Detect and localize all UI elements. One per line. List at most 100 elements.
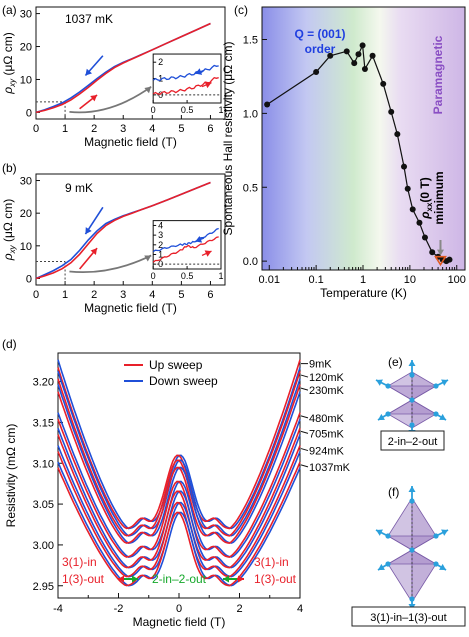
x-tick-label: 1	[62, 123, 68, 135]
up-sweep-curve	[57, 371, 301, 537]
x-axis-label: Magnetic field (T)	[84, 301, 177, 315]
data-point	[359, 42, 366, 49]
spin-arrow-head	[441, 379, 448, 386]
panel-f-caption: 3(1)-in–1(3)-out	[370, 612, 446, 624]
up-sweep-curve	[57, 412, 301, 558]
x-tick-label: 6	[207, 289, 213, 301]
paramagnetic-label: Paramagnetic	[431, 35, 445, 114]
panel-f: (f) 3(1)-in–1(3)-out	[351, 485, 466, 627]
inset-y-tick-label: 2	[158, 240, 163, 250]
x-axis-label: Temperature (K)	[320, 286, 407, 300]
inset-pointer-head	[144, 86, 152, 94]
minimum-label-line2: minimum	[432, 171, 446, 224]
tetrahedra-diagram-e	[375, 360, 449, 436]
data-point	[429, 249, 436, 256]
panel-d-letter: (d)	[2, 337, 17, 351]
data-point	[313, 69, 320, 76]
inset-y-tick-label: 1	[158, 249, 163, 259]
panel-b-temperature: 9 mK	[65, 181, 93, 195]
plot-frame	[35, 173, 226, 286]
panel-f-letter: (f)	[388, 485, 399, 499]
data-point	[446, 256, 453, 263]
minimum-arrow-head	[436, 249, 444, 256]
x-tick-label: 0	[33, 123, 39, 135]
y-tick-label: 0	[26, 107, 32, 119]
data-point	[401, 163, 408, 170]
inset-x-tick-label: 0	[151, 271, 156, 281]
series-line	[266, 43, 450, 262]
annotation-center: 2-in–2-out	[152, 572, 207, 586]
y-tick-label: 3.15	[33, 417, 54, 429]
inset-x-tick-label: 1	[218, 105, 223, 115]
x-tick-label: -4	[53, 603, 63, 615]
y-tick-label: 20	[20, 42, 32, 54]
panel-e-caption-box	[380, 430, 445, 451]
inset-y-tick-label: 0	[158, 90, 163, 100]
panel-c-letter: (c)	[234, 3, 248, 17]
temperature-label: 924mK	[309, 446, 345, 458]
annotation-right-bottom: 1(3)-out	[254, 572, 297, 586]
x-tick-label: 4	[149, 289, 155, 301]
legend-label: Down sweep	[149, 374, 218, 388]
inset-x-tick-label: 0	[151, 105, 156, 115]
inset-series-line	[152, 227, 219, 253]
spin-arrow-head	[408, 486, 416, 492]
y-tick-label: 10	[20, 241, 32, 253]
order-label-line1: Q = (001)	[294, 27, 345, 41]
x-tick-label: 2	[236, 603, 242, 615]
x-tick-label: 0.01	[259, 274, 280, 286]
x-tick-label: 10	[404, 274, 416, 286]
y-tick-label: 3.00	[33, 540, 54, 552]
panel-e-caption: 2-in–2-out	[388, 436, 438, 448]
temperature-leader	[300, 374, 309, 378]
up-sweep-curve	[57, 445, 301, 578]
y-tick-label: 0.5	[243, 182, 258, 194]
arrow-green-right-head	[223, 575, 229, 583]
panel-e: (e) 2-in–2-out	[375, 355, 449, 451]
inset-up-arrow-head	[204, 81, 212, 89]
x-axis-label: Magnetic field (T)	[133, 615, 226, 629]
spin-arrow-head	[376, 529, 383, 536]
x-tick-label: 1	[62, 289, 68, 301]
temperature-leader	[300, 464, 309, 468]
data-point	[394, 131, 401, 138]
up-sweep-curve	[57, 461, 301, 587]
y-tick-label: 30	[20, 9, 32, 21]
panel-b-letter: (b)	[2, 161, 17, 175]
spin-arrow-head	[408, 360, 416, 366]
inset-y-tick-label: 2	[158, 57, 163, 67]
series-line	[35, 22, 211, 114]
spin-arrow-head	[378, 413, 385, 420]
tetrahedra-diagram-f	[375, 486, 449, 610]
panel-f-caption-box	[351, 606, 466, 627]
y-tick-label: 2.95	[33, 581, 54, 593]
y-tick-label: 3.05	[33, 499, 54, 511]
spin-arrow-head	[439, 563, 446, 570]
inset-down-arrow-head	[195, 236, 203, 243]
x-tick-label: 0	[176, 603, 182, 615]
y-axis-label: Resistivity (mΩ cm)	[4, 424, 18, 528]
y-tick-label: 10	[20, 74, 32, 86]
spin-arrow-head	[376, 379, 383, 386]
data-point	[264, 101, 271, 108]
y-axis-label: Spontaneous Hall resistivity (μΩ cm)	[221, 42, 235, 236]
temperature-label: 230mK	[309, 385, 345, 397]
arrow-red-right-head	[238, 575, 244, 583]
data-point	[355, 51, 362, 58]
data-point	[369, 52, 376, 59]
inset-y-tick-label: 1	[158, 74, 163, 84]
y-tick-label: 0.0	[243, 256, 258, 268]
panel-c: (c) 0.01 0.1 1 10 100 0.0 0.5 1.0 1.5 Temperature…	[221, 3, 466, 300]
plot-frame	[35, 6, 226, 120]
inset-up-arrow-head	[204, 250, 212, 257]
x-tick-label: 2	[91, 123, 97, 135]
inset-x-tick-label: 0.5	[181, 271, 194, 281]
spin-arrow-head	[439, 413, 446, 420]
down-sweep-curve	[57, 371, 301, 537]
temperature-label: 120mK	[309, 372, 345, 384]
x-tick-label: 0	[33, 289, 39, 301]
x-tick-label: 0.1	[308, 274, 323, 286]
